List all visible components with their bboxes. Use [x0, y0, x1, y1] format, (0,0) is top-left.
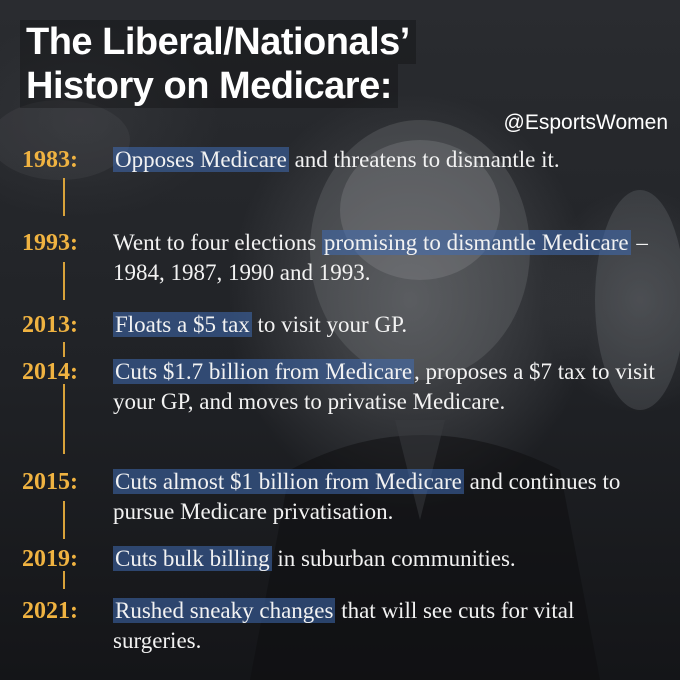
- timeline-connector: [63, 178, 65, 216]
- entry-text: Went to four elections promising to dism…: [113, 230, 648, 285]
- entry-text: Cuts $1.7 billion from Medicare, propose…: [113, 359, 655, 414]
- entry-highlight: Floats a $5 tax: [113, 312, 252, 337]
- entry-text: Floats a $5 tax to visit your GP.: [113, 312, 408, 337]
- entry-year: 2019:: [22, 546, 78, 572]
- entry-text: Rushed sneaky changes that will see cuts…: [113, 598, 575, 653]
- entry-highlight: Cuts almost $1 billion from Medicare: [113, 469, 464, 494]
- entry-year: 2015:: [22, 469, 78, 495]
- entry-year: 2021:: [22, 598, 78, 624]
- timeline-connector: [63, 384, 65, 454]
- entry-text: Opposes Medicare and threatens to disman…: [113, 147, 560, 172]
- timeline-connector: [63, 342, 65, 357]
- title-line-2: History on Medicare:: [20, 64, 398, 108]
- entry-highlight: Rushed sneaky changes: [113, 598, 336, 623]
- entry-highlight: Opposes Medicare: [113, 147, 289, 172]
- entry-highlight: Cuts bulk billing: [113, 546, 272, 571]
- entry-year: 2014:: [22, 359, 78, 385]
- entry-text: Cuts bulk billing in suburban communitie…: [113, 546, 516, 571]
- timeline-connector: [63, 262, 65, 300]
- entry-year: 1983:: [22, 147, 78, 173]
- entry-highlight: Cuts $1.7 billion from Medicare: [113, 359, 415, 384]
- page-title: The Liberal/Nationals’ History on Medica…: [20, 20, 580, 108]
- entry-text: Cuts almost $1 billion from Medicare and…: [113, 469, 621, 524]
- title-line-1: The Liberal/Nationals’: [20, 20, 416, 64]
- entry-year: 1993:: [22, 230, 78, 256]
- social-handle: @EsportsWomen: [503, 111, 668, 134]
- entry-highlight: promising to dismantle Medicare: [321, 230, 631, 255]
- timeline-connector: [63, 501, 65, 539]
- entry-year: 2013:: [22, 312, 78, 338]
- timeline-connector: [63, 571, 65, 589]
